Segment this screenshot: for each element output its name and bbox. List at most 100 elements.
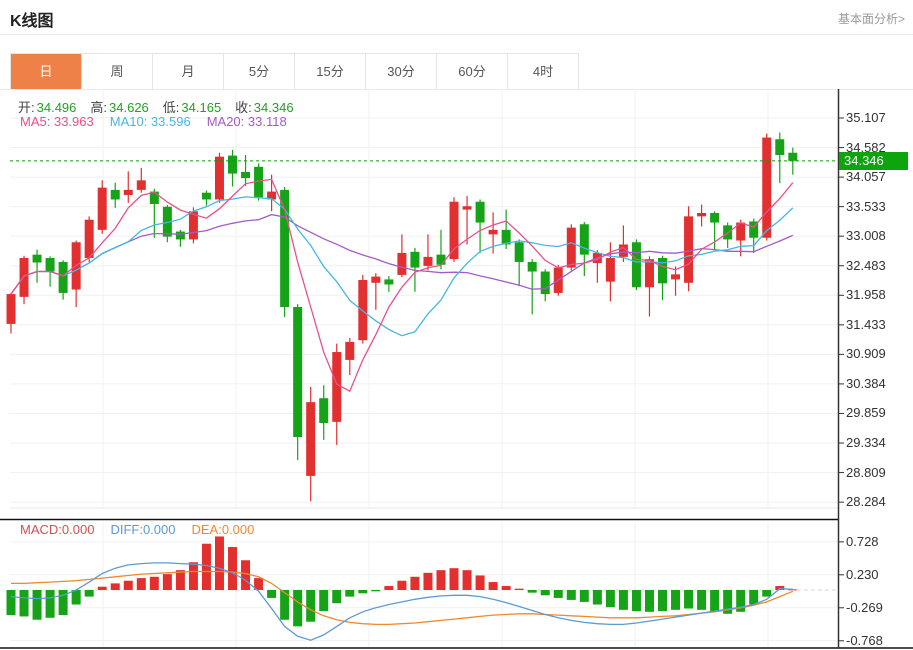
macd-bar <box>32 590 42 620</box>
dea-value-readout: DEA:0.000 <box>191 522 255 537</box>
tab-week[interactable]: 周 <box>82 54 153 89</box>
candle-body <box>736 222 746 241</box>
macd-bar <box>19 590 29 617</box>
ma10-line <box>10 196 794 337</box>
candle-body <box>293 306 303 438</box>
macd-readout: MACD:0.000 DIFF:0.000 DEA:0.000 <box>20 522 254 537</box>
macd-bar <box>762 590 772 597</box>
macd-bar <box>228 547 238 590</box>
price-axis-tick: 28.809 <box>846 464 886 480</box>
price-axis-tick: 32.483 <box>846 257 886 273</box>
ma20-line <box>10 213 794 295</box>
candle-body <box>175 231 185 240</box>
macd-bar <box>136 578 146 590</box>
macd-bar <box>214 536 224 590</box>
dea-line <box>11 570 794 626</box>
macd-axis-tick: 0.230 <box>846 566 879 582</box>
diff-line <box>10 562 793 641</box>
candle-body <box>527 261 537 272</box>
ma10-readout: MA10: 33.596 <box>109 114 191 129</box>
price-axis-tick: 34.582 <box>846 139 886 155</box>
macd-bar <box>775 586 785 590</box>
macd-bar <box>45 590 55 618</box>
candle-body <box>671 274 681 280</box>
price-axis-tick: 30.909 <box>846 346 886 362</box>
candle-body <box>658 258 667 284</box>
macd-bar <box>358 590 368 594</box>
macd-bar <box>149 576 159 590</box>
macd-bar <box>293 590 303 627</box>
price-axis-tick: 33.008 <box>846 228 886 244</box>
tab-month[interactable]: 月 <box>153 54 224 89</box>
macd-bar <box>436 570 446 590</box>
candle-body <box>254 166 264 198</box>
candle-body <box>228 155 238 174</box>
tab-4hour[interactable]: 4时 <box>508 54 578 89</box>
candle-body <box>397 252 407 275</box>
candle-body <box>762 137 772 238</box>
fundamental-analysis-link[interactable]: 基本面分析> <box>837 12 905 26</box>
macd-bar <box>162 574 172 590</box>
candle-body <box>710 212 720 223</box>
macd-bar <box>58 590 68 616</box>
macd-bar <box>618 590 628 610</box>
last-price-badge: 34.346 <box>839 152 908 170</box>
tab-day[interactable]: 日 <box>11 54 82 89</box>
macd-bar <box>423 572 433 590</box>
macd-bar <box>710 590 720 612</box>
ma5-readout: MA5: 33.963 <box>20 114 94 129</box>
candle-body <box>45 258 55 272</box>
tab-60min[interactable]: 60分 <box>437 54 508 89</box>
macd-bar <box>527 590 537 593</box>
page-title: K线图 <box>10 13 54 30</box>
macd-bar <box>592 590 602 605</box>
macd-bar <box>175 570 185 590</box>
candle-body <box>267 191 277 200</box>
macd-bar <box>684 590 694 609</box>
candle-body <box>514 242 524 262</box>
candle-body <box>188 211 198 240</box>
candle-body <box>214 156 224 200</box>
price-axis-tick: 31.958 <box>846 287 886 303</box>
candle-body <box>618 244 628 257</box>
candle-body <box>149 191 159 204</box>
macd-bar <box>371 590 381 592</box>
tab-30min[interactable]: 30分 <box>366 54 437 89</box>
macd-bar <box>579 590 589 602</box>
macd-value-readout: MACD:0.000 <box>20 522 95 537</box>
macd-bar <box>449 568 459 590</box>
price-axis-tick: 29.334 <box>846 435 886 451</box>
candle-body <box>110 189 120 200</box>
macd-bar <box>306 590 316 622</box>
candle-body <box>306 402 316 476</box>
candle-body <box>449 201 459 260</box>
candle-body <box>201 192 211 200</box>
candle-body <box>358 279 368 341</box>
tab-5min[interactable]: 5分 <box>224 54 295 89</box>
macd-bar <box>123 580 133 590</box>
macd-bar <box>475 575 485 590</box>
macd-bar <box>736 590 746 612</box>
candle-body <box>241 171 251 179</box>
macd-bar <box>514 588 524 590</box>
candle-body <box>136 180 146 190</box>
price-axis-tick: 31.433 <box>846 316 886 332</box>
macd-axis-tick: 0.728 <box>846 533 879 549</box>
ma20-readout: MA20: 33.118 <box>206 114 287 129</box>
macd-bar <box>566 590 576 600</box>
candle-body <box>123 189 133 195</box>
macd-bar <box>71 590 81 605</box>
macd-bar <box>6 590 16 616</box>
tab-15min[interactable]: 15分 <box>295 54 366 89</box>
macd-bar <box>788 589 798 591</box>
high-readout: 高: 34.626 <box>90 100 149 115</box>
candle-body <box>540 271 550 295</box>
candle-body <box>566 227 576 268</box>
price-axis-tick: 29.859 <box>846 405 886 421</box>
candle-body <box>332 352 342 422</box>
macd-bar <box>332 590 342 604</box>
macd-bar <box>540 590 550 596</box>
macd-bar <box>631 590 641 612</box>
